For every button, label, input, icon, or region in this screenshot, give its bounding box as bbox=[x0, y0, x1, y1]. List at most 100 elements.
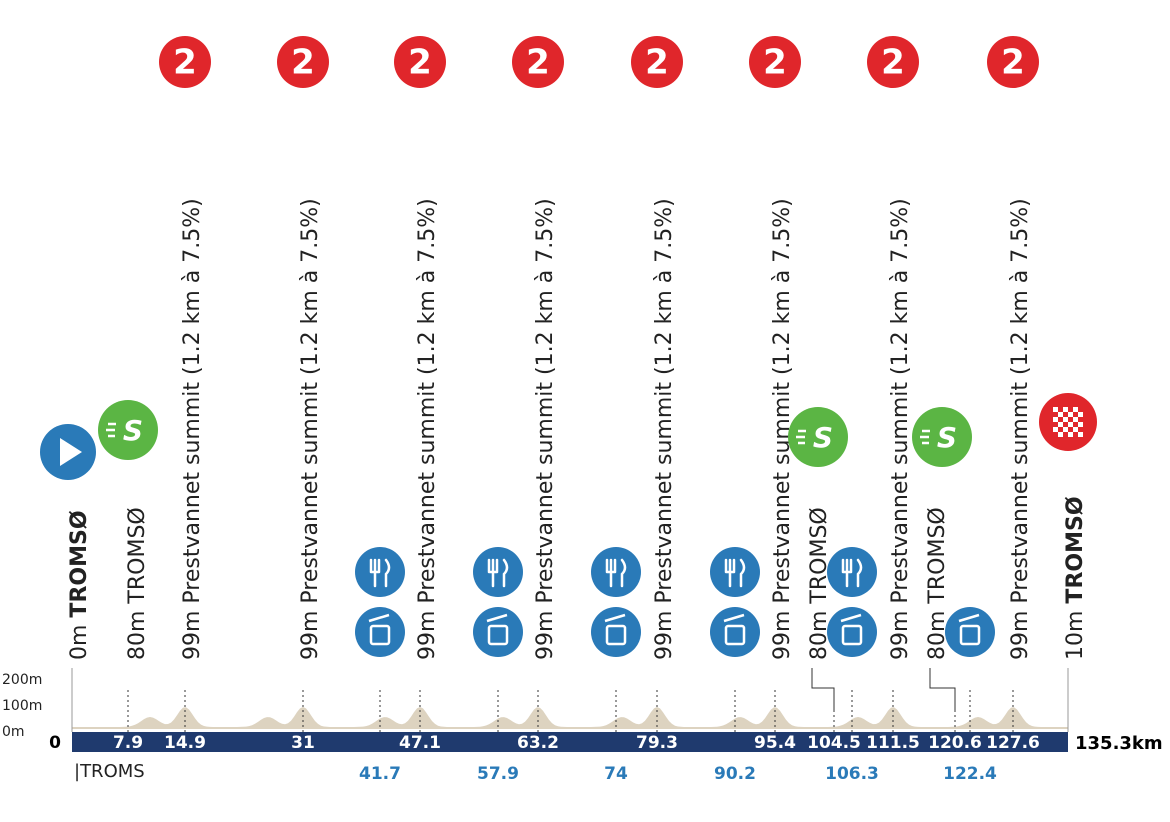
waypoint-label: 99m Prestvannet summit (1.2 km à 7.5%) bbox=[298, 198, 323, 660]
waste-zone-icon bbox=[945, 607, 995, 657]
km-mark: 63.2 bbox=[517, 733, 559, 753]
sprint-icon bbox=[920, 429, 930, 445]
finish-icon bbox=[1063, 427, 1068, 432]
sprint-icon bbox=[796, 429, 806, 445]
zone-mark: 74 bbox=[604, 764, 628, 784]
feed-zone-icon bbox=[605, 558, 627, 588]
waste-zone-icon bbox=[473, 607, 523, 657]
waypoint-label: 99m Prestvannet summit (1.2 km à 7.5%) bbox=[652, 198, 677, 660]
feed-zone-icon bbox=[487, 558, 509, 588]
sprint-icon bbox=[98, 400, 158, 460]
km-mark: 120.6 bbox=[928, 733, 982, 753]
feed-zone-icon bbox=[369, 558, 391, 588]
start-elevation: 0m bbox=[67, 625, 92, 660]
waste-zone-icon bbox=[369, 624, 391, 646]
waypoint-label: 80m TROMSØ bbox=[125, 507, 150, 660]
waypoint-label: 99m Prestvannet summit (1.2 km à 7.5%) bbox=[180, 198, 205, 660]
climb-category: 2 bbox=[881, 43, 905, 83]
waste-zone-icon bbox=[723, 613, 745, 623]
feed-zone-icon bbox=[841, 558, 863, 588]
finish-label: 10m TROMSØ bbox=[1063, 496, 1088, 660]
waypoint-label: 99m Prestvannet summit (1.2 km à 7.5%) bbox=[533, 198, 558, 660]
waste-zone-icon bbox=[959, 624, 981, 646]
connector bbox=[929, 668, 956, 710]
finish-icon bbox=[1058, 432, 1063, 437]
climb-icon bbox=[277, 36, 329, 88]
waste-zone-icon bbox=[841, 624, 863, 646]
sprint-symbol: S bbox=[937, 421, 957, 454]
km-mark: 7.9 bbox=[113, 733, 143, 753]
km-mark: 14.9 bbox=[164, 733, 206, 753]
climb-category: 2 bbox=[645, 43, 669, 83]
finish-icon bbox=[1078, 432, 1083, 437]
finish-icon bbox=[1068, 422, 1073, 427]
waypoint-label: 99m Prestvannet summit (1.2 km à 7.5%) bbox=[1008, 198, 1033, 660]
waypoint-label: 99m Prestvannet summit (1.2 km à 7.5%) bbox=[888, 198, 913, 660]
zone-mark: 90.2 bbox=[714, 764, 756, 784]
km-total: 135.3km bbox=[1075, 733, 1163, 754]
zone-mark: 122.4 bbox=[943, 764, 997, 784]
finish-name: TROMSØ bbox=[1063, 496, 1088, 603]
finish-icon bbox=[1053, 427, 1058, 432]
finish-icon bbox=[1063, 417, 1068, 422]
sprint-icon bbox=[912, 407, 972, 467]
climb-category: 2 bbox=[408, 43, 432, 83]
finish-icon bbox=[1063, 407, 1068, 412]
start-name: TROMSØ bbox=[67, 510, 92, 617]
finish-icon bbox=[1068, 412, 1073, 417]
elevation-profile bbox=[72, 707, 1068, 729]
waste-zone-icon bbox=[486, 613, 508, 623]
finish-elevation: 10m bbox=[1063, 611, 1088, 660]
finish-icon bbox=[1068, 432, 1073, 437]
waste-zone-icon bbox=[355, 607, 405, 657]
start-icon bbox=[60, 438, 82, 466]
climb-icon bbox=[749, 36, 801, 88]
km-start: 0 bbox=[49, 733, 61, 753]
km-mark: 111.5 bbox=[866, 733, 920, 753]
waypoint-label: 99m Prestvannet summit (1.2 km à 7.5%) bbox=[415, 198, 440, 660]
waste-zone-icon bbox=[591, 607, 641, 657]
finish-icon bbox=[1053, 407, 1058, 412]
start-label: 0m TROMSØ bbox=[67, 510, 92, 660]
waste-zone-icon bbox=[604, 613, 626, 623]
sprint-icon bbox=[106, 422, 116, 438]
finish-icon bbox=[1073, 407, 1078, 412]
km-mark: 104.5 bbox=[807, 733, 861, 753]
climb-category: 2 bbox=[526, 43, 550, 83]
waste-zone-icon bbox=[840, 613, 862, 623]
km-mark: 79.3 bbox=[636, 733, 678, 753]
zone-mark: 41.7 bbox=[359, 764, 401, 784]
elevation-label: 200m bbox=[2, 672, 42, 688]
sprint-symbol: S bbox=[123, 414, 143, 447]
finish-icon bbox=[1058, 422, 1063, 427]
finish-icon bbox=[1053, 417, 1058, 422]
km-mark: 31 bbox=[291, 733, 315, 753]
finish-icon bbox=[1078, 422, 1083, 427]
elevation-label: 0m bbox=[2, 724, 25, 740]
sprint-symbol: S bbox=[813, 421, 833, 454]
climb-icon bbox=[987, 36, 1039, 88]
finish-icon bbox=[1073, 417, 1078, 422]
waste-zone-icon bbox=[710, 607, 760, 657]
waste-zone-icon bbox=[827, 607, 877, 657]
climb-category: 2 bbox=[173, 43, 197, 83]
climb-icon bbox=[394, 36, 446, 88]
climb-icon bbox=[867, 36, 919, 88]
climb-icon bbox=[159, 36, 211, 88]
climb-category: 2 bbox=[763, 43, 787, 83]
start-town: |TROMS bbox=[74, 761, 145, 782]
waste-zone-icon bbox=[958, 613, 980, 623]
waste-zone-icon bbox=[724, 624, 746, 646]
km-mark: 95.4 bbox=[754, 733, 796, 753]
zone-mark: 57.9 bbox=[477, 764, 519, 784]
climb-icon bbox=[631, 36, 683, 88]
km-mark: 47.1 bbox=[399, 733, 441, 753]
finish-icon bbox=[1078, 412, 1083, 417]
climb-icon bbox=[512, 36, 564, 88]
climb-category: 2 bbox=[291, 43, 315, 83]
connector bbox=[811, 668, 835, 710]
feed-zone-icon bbox=[724, 558, 746, 588]
waste-zone-icon bbox=[368, 613, 390, 623]
finish-icon bbox=[1073, 427, 1078, 432]
